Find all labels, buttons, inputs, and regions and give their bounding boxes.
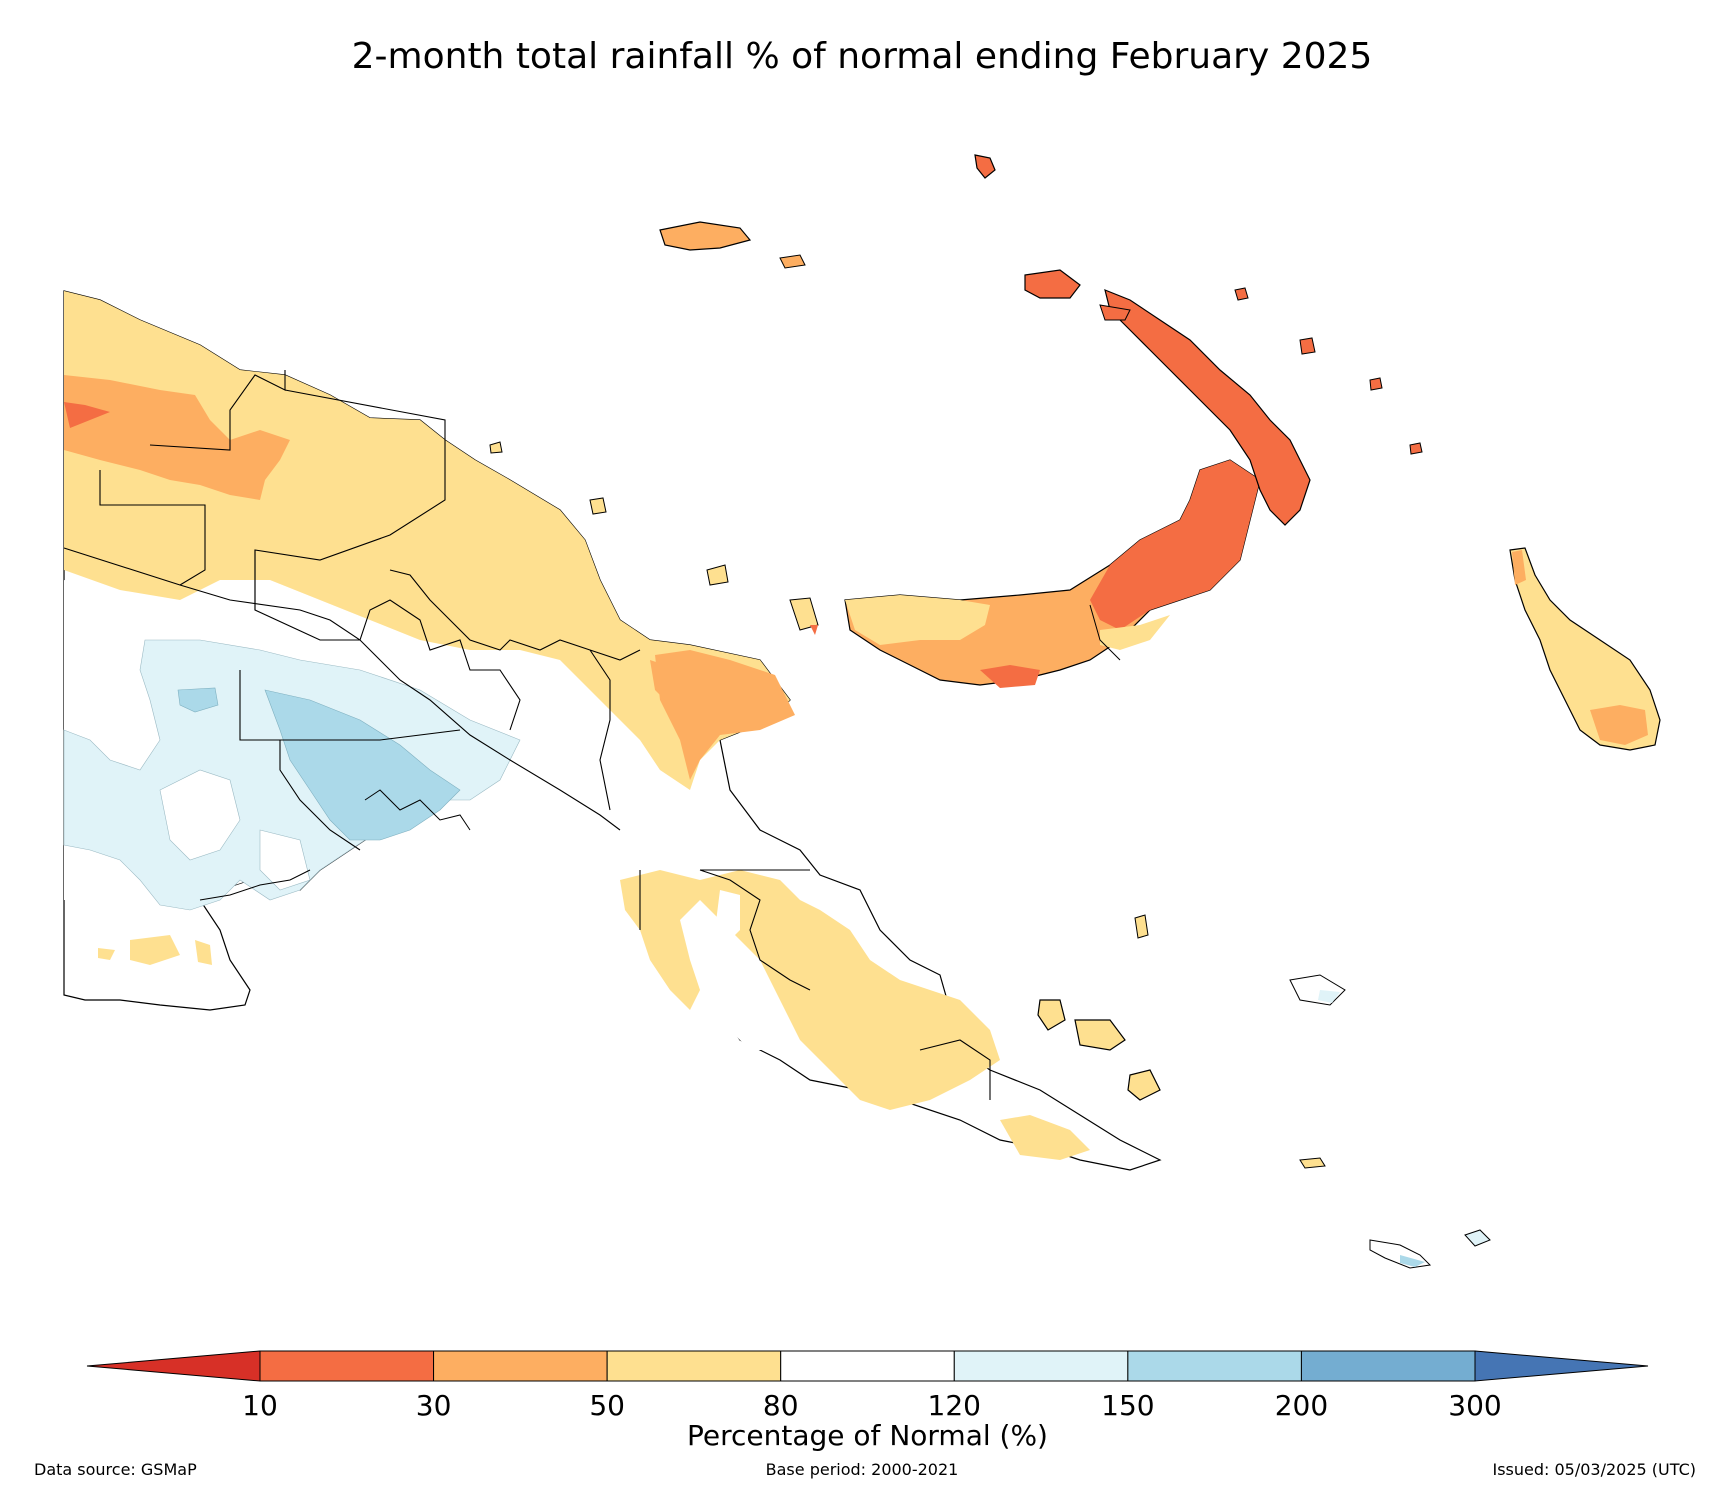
colorbar-tick-label: 80 bbox=[763, 1389, 799, 1422]
new-ireland-islet-1 bbox=[1099, 304, 1131, 321]
colorbar-tick-label: 10 bbox=[242, 1389, 278, 1422]
new-ireland bbox=[1024, 269, 1311, 526]
islet-umboi-tip bbox=[810, 625, 818, 635]
colorbar-tick-label: 300 bbox=[1448, 1389, 1501, 1422]
trobriand-island bbox=[1134, 914, 1149, 939]
colorbar-bin-10-30 bbox=[259, 1350, 435, 1382]
new-britain-red-south bbox=[980, 665, 1040, 688]
map-title: 2-month total rainfall % of normal endin… bbox=[351, 36, 1373, 77]
normanby-island bbox=[1127, 1069, 1161, 1101]
new-britain bbox=[844, 459, 1261, 688]
colorbar-extend-low bbox=[86, 1350, 261, 1382]
colorbar-bin-150-200 bbox=[1127, 1350, 1302, 1382]
new-britain-yellow-east bbox=[1100, 615, 1170, 650]
region-orange-east-small bbox=[650, 660, 690, 705]
colorbar-tick-label: 120 bbox=[928, 1389, 981, 1422]
region-white-inset-1 bbox=[159, 769, 241, 861]
region-yellow-south-1 bbox=[130, 935, 180, 965]
northern-islands bbox=[489, 154, 1423, 635]
new-hanover bbox=[1024, 269, 1081, 299]
new-britain-red-east bbox=[1090, 460, 1260, 630]
buka-orange bbox=[1512, 550, 1526, 585]
islet-long bbox=[706, 564, 729, 586]
colorbar-bin-120-150 bbox=[953, 1350, 1129, 1382]
mussau-island bbox=[974, 154, 996, 179]
islet-lihir bbox=[1299, 337, 1316, 355]
islet-karkar bbox=[589, 497, 607, 515]
colorbar-tick-label: 30 bbox=[416, 1389, 452, 1422]
colorbar-bin-30-50 bbox=[433, 1350, 608, 1382]
bougainville-main bbox=[1509, 547, 1661, 751]
manus-islet-east bbox=[779, 254, 806, 269]
region-midblue-small bbox=[177, 687, 219, 713]
colorbar-extend-high bbox=[1474, 1350, 1649, 1382]
colorbar-bin-200-300 bbox=[1300, 1350, 1476, 1382]
new-britain-yellow bbox=[845, 595, 990, 645]
goodenough-island bbox=[1037, 999, 1066, 1031]
sudest-blue bbox=[1400, 1255, 1425, 1267]
colorbar-bin-50-80 bbox=[606, 1350, 782, 1382]
region-white-inset-2 bbox=[259, 829, 311, 891]
new-britain-boundary bbox=[1089, 604, 1121, 661]
region-orange-northwest bbox=[64, 375, 290, 500]
footer-data-source: Data source: GSMaP bbox=[34, 1460, 197, 1479]
mainland bbox=[63, 290, 1162, 1171]
region-yellow-south-2 bbox=[195, 940, 212, 965]
colorbar-tick-label: 50 bbox=[589, 1389, 625, 1422]
islet-nw-1 bbox=[489, 441, 503, 454]
region-yellow-tail bbox=[1000, 1115, 1090, 1160]
region-orange-east bbox=[655, 650, 795, 780]
footer-base-period: Base period: 2000-2021 bbox=[765, 1460, 959, 1479]
fly-river bbox=[199, 869, 311, 901]
colorbar-tick-label: 200 bbox=[1275, 1389, 1328, 1422]
fly-delta-outline bbox=[364, 789, 471, 831]
southeast-islands bbox=[1037, 914, 1491, 1269]
colorbar-tick-label: 150 bbox=[1101, 1389, 1154, 1422]
woodlark-blue bbox=[1318, 990, 1340, 1003]
colorbar: 10 30 50 80 120 150 200 300 Percentage of Normal… bbox=[86, 1350, 1649, 1452]
region-white-peninsula-inner bbox=[715, 890, 740, 945]
islet-nissan bbox=[1409, 442, 1423, 455]
region-yellow-northwest bbox=[64, 291, 790, 790]
colorbar-bin-80-120 bbox=[780, 1350, 955, 1382]
rossel-island bbox=[1464, 1229, 1491, 1247]
manus-island bbox=[659, 221, 752, 251]
footer-issued-date: Issued: 05/03/2025 (UTC) bbox=[1492, 1460, 1696, 1479]
woodlark-island bbox=[1289, 974, 1346, 1006]
fergusson-island bbox=[1074, 1019, 1126, 1051]
province-boundaries bbox=[63, 370, 991, 1100]
region-midblue-fly bbox=[264, 689, 461, 841]
islet-feni bbox=[1234, 287, 1249, 301]
region-yellow-south-3 bbox=[98, 948, 115, 960]
colorbar-label: Percentage of Normal (%) bbox=[687, 1419, 1048, 1452]
misima-island bbox=[1299, 1157, 1326, 1169]
bougainville-orange bbox=[1590, 705, 1648, 745]
region-red-northwest bbox=[64, 402, 110, 428]
new-ireland-main bbox=[1104, 289, 1311, 526]
bougainville bbox=[1509, 547, 1661, 751]
islet-tanga bbox=[1369, 377, 1383, 391]
